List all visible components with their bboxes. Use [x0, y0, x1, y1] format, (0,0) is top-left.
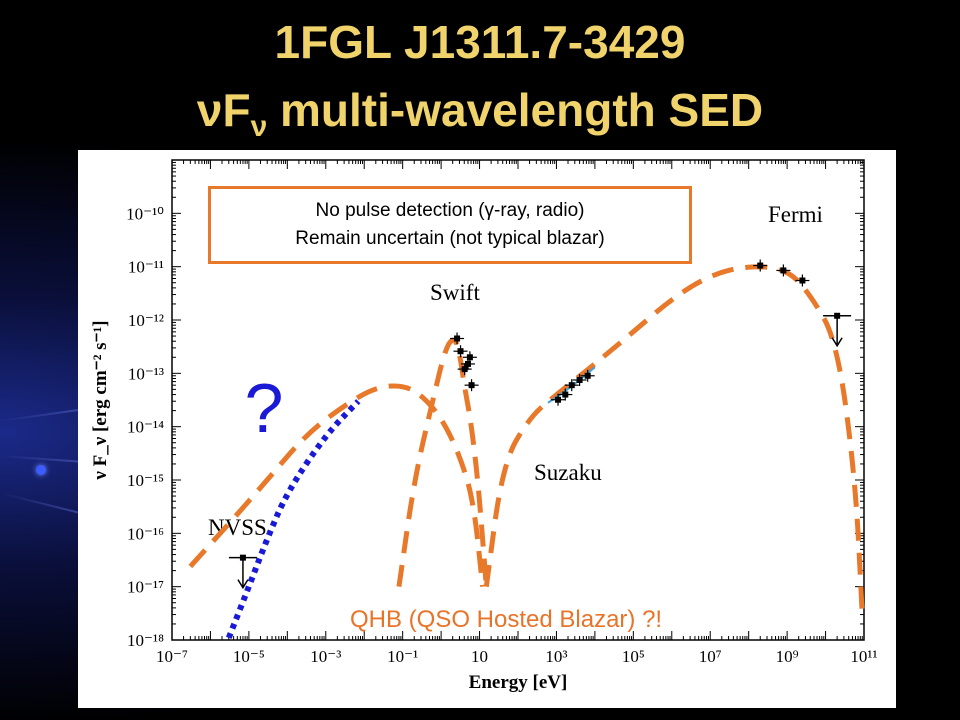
y-tick-label: 10⁻¹⁷: [127, 578, 164, 597]
data-point-swift: [466, 354, 473, 361]
y-tick-label: 10⁻¹³: [128, 364, 164, 383]
sed-chart: 10⁻⁷ 10⁻⁵ 10⁻³ 10⁻¹ 10 10³ 10⁵ 10⁷ 10⁹ 10¹¹ 10⁻¹⁸ 1…: [90, 159, 878, 693]
x-tick-label: 10⁵: [622, 647, 645, 666]
y-tick-label: 10⁻¹⁴: [127, 418, 164, 437]
data-point-fermi: [834, 312, 841, 319]
model-curve-blue-model: [225, 399, 361, 639]
data-point-suzaku: [562, 391, 569, 398]
upper-limit-arrow-nvss: [237, 579, 249, 590]
x-axis-label: Energy [eV]: [469, 672, 568, 693]
x-tick-label: 10⁻⁷: [156, 647, 188, 666]
data-point-fermi: [799, 277, 806, 284]
y-axis-label: ν F_ν [erg cm⁻² s⁻¹]: [90, 320, 111, 480]
model-curve-orange-high: [483, 264, 865, 615]
question-mark: ?: [244, 369, 284, 447]
data-point-nvss: [239, 554, 246, 561]
data-point-suzaku: [555, 396, 562, 403]
y-tick-label: 10⁻¹⁵: [127, 471, 164, 490]
data-point-swift: [457, 348, 464, 355]
data-point-swift: [461, 366, 468, 373]
x-tick-label: 10⁹: [776, 647, 799, 666]
x-tick-label: 10⁷: [699, 647, 722, 666]
x-tick-label: 10¹¹: [850, 647, 877, 666]
x-tick-label: 10⁻³: [310, 647, 341, 666]
data-point-fermi: [780, 267, 787, 274]
x-tick-label: 10: [471, 647, 488, 666]
title-rest: multi-wavelength SED: [267, 84, 764, 136]
note-line-1: No pulse detection (γ-ray, radio): [315, 200, 585, 221]
slide-title-line2: νFν multi-wavelength SED: [0, 84, 960, 153]
annotation-fermi: Fermi: [768, 202, 823, 227]
data-point-suzaku: [576, 376, 583, 383]
data-point-suzaku: [584, 372, 591, 379]
model-curve-orange-low: [188, 383, 486, 587]
title-nu-subscript: ν: [250, 110, 268, 144]
x-tick-label: 10³: [545, 647, 567, 666]
note-line-2: Remain uncertain (not typical blazar): [295, 228, 605, 249]
x-tick-label: 10⁻¹: [387, 647, 418, 666]
model-curve-orange-peak: [396, 337, 489, 588]
data-point-swift: [468, 382, 475, 389]
y-tick-label: 10⁻¹⁶: [127, 524, 164, 543]
y-tick-label: 10⁻¹⁸: [127, 631, 164, 650]
x-tick-label: 10⁻⁵: [233, 647, 265, 666]
data-point-suzaku: [568, 382, 575, 389]
slide-title-line1: 1FGL J1311.7-3429: [274, 16, 686, 68]
qhb-label: QHB (QSO Hosted Blazar) ?!: [350, 606, 663, 633]
note-box: No pulse detection (γ-ray, radio) Remain…: [208, 186, 692, 264]
upper-limit-arrow-fermi: [831, 337, 843, 348]
decor-dot: [36, 465, 46, 475]
title-nuf: νF: [196, 84, 251, 136]
data-point-fermi: [757, 262, 764, 269]
data-point-swift: [464, 360, 471, 367]
data-point-swift: [454, 335, 461, 342]
y-tick-label: 10⁻¹¹: [128, 258, 164, 277]
annotation-swift: Swift: [430, 280, 480, 305]
y-tick-label: 10⁻¹²: [128, 311, 164, 330]
y-tick-label: 10⁻¹⁰: [126, 204, 164, 223]
annotation-suzaku: Suzaku: [534, 460, 602, 485]
